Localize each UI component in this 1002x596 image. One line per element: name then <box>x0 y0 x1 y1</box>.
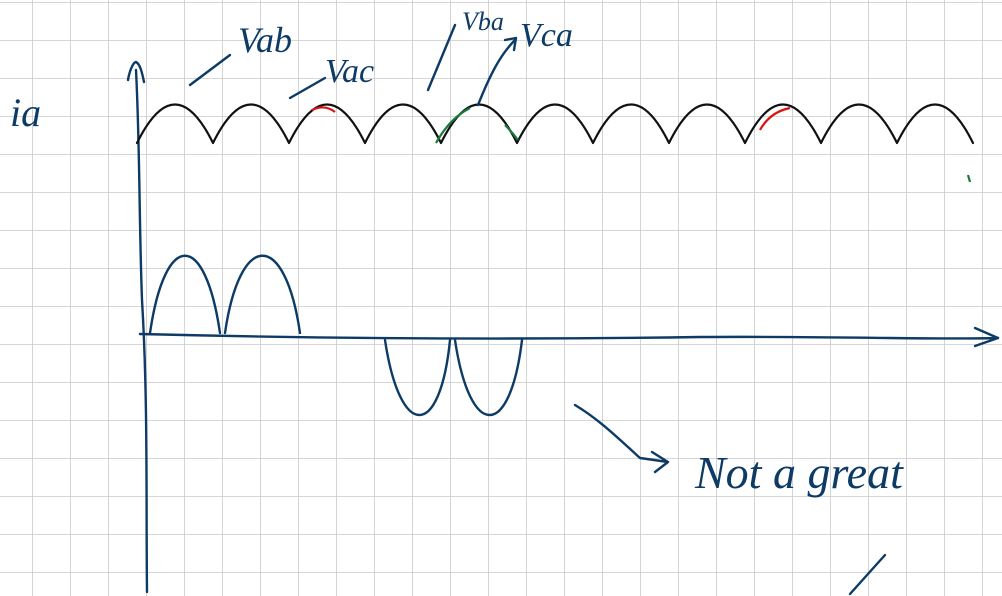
sketch-page: ia Vab Vac Vba Vca Not a great <box>0 0 1002 596</box>
note-text: Not a great <box>694 447 904 498</box>
label-vab: Vab <box>238 20 292 60</box>
label-vba: Vba <box>462 7 504 36</box>
label-vca: Vca <box>520 17 573 54</box>
y-axis-label: ia <box>10 90 41 135</box>
label-vac: Vac <box>325 53 374 90</box>
grid-paper <box>0 0 1002 596</box>
